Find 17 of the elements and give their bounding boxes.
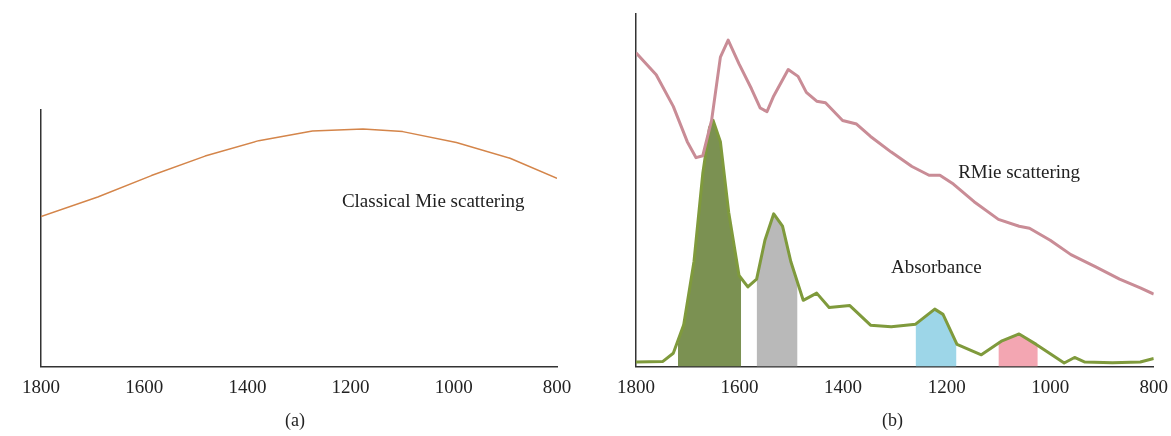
x-tick-label: 800 — [542, 375, 572, 397]
x-tick-label: 1000 — [434, 375, 473, 397]
x-tick-label: 1200 — [331, 375, 370, 397]
x-tick-label: 800 — [1139, 375, 1168, 397]
x-tick-label: 1800 — [22, 375, 60, 397]
text: (b) — [882, 409, 903, 431]
text: Absorbance — [890, 255, 982, 277]
x-tick-label: 1400 — [824, 375, 863, 397]
x-tick-label: 1000 — [1031, 375, 1070, 397]
series-label: Classical Mie scattering — [341, 190, 525, 212]
x-tick-label: 1200 — [927, 375, 966, 397]
x-tick-label: 1400 — [228, 375, 267, 397]
x-tick-label: 1800 — [617, 375, 655, 397]
series-label: RMie scattering — [958, 160, 1081, 182]
x-tick-label: 1600 — [125, 375, 164, 397]
x-tick-label: 1600 — [720, 375, 759, 397]
text: (a) — [285, 409, 305, 431]
